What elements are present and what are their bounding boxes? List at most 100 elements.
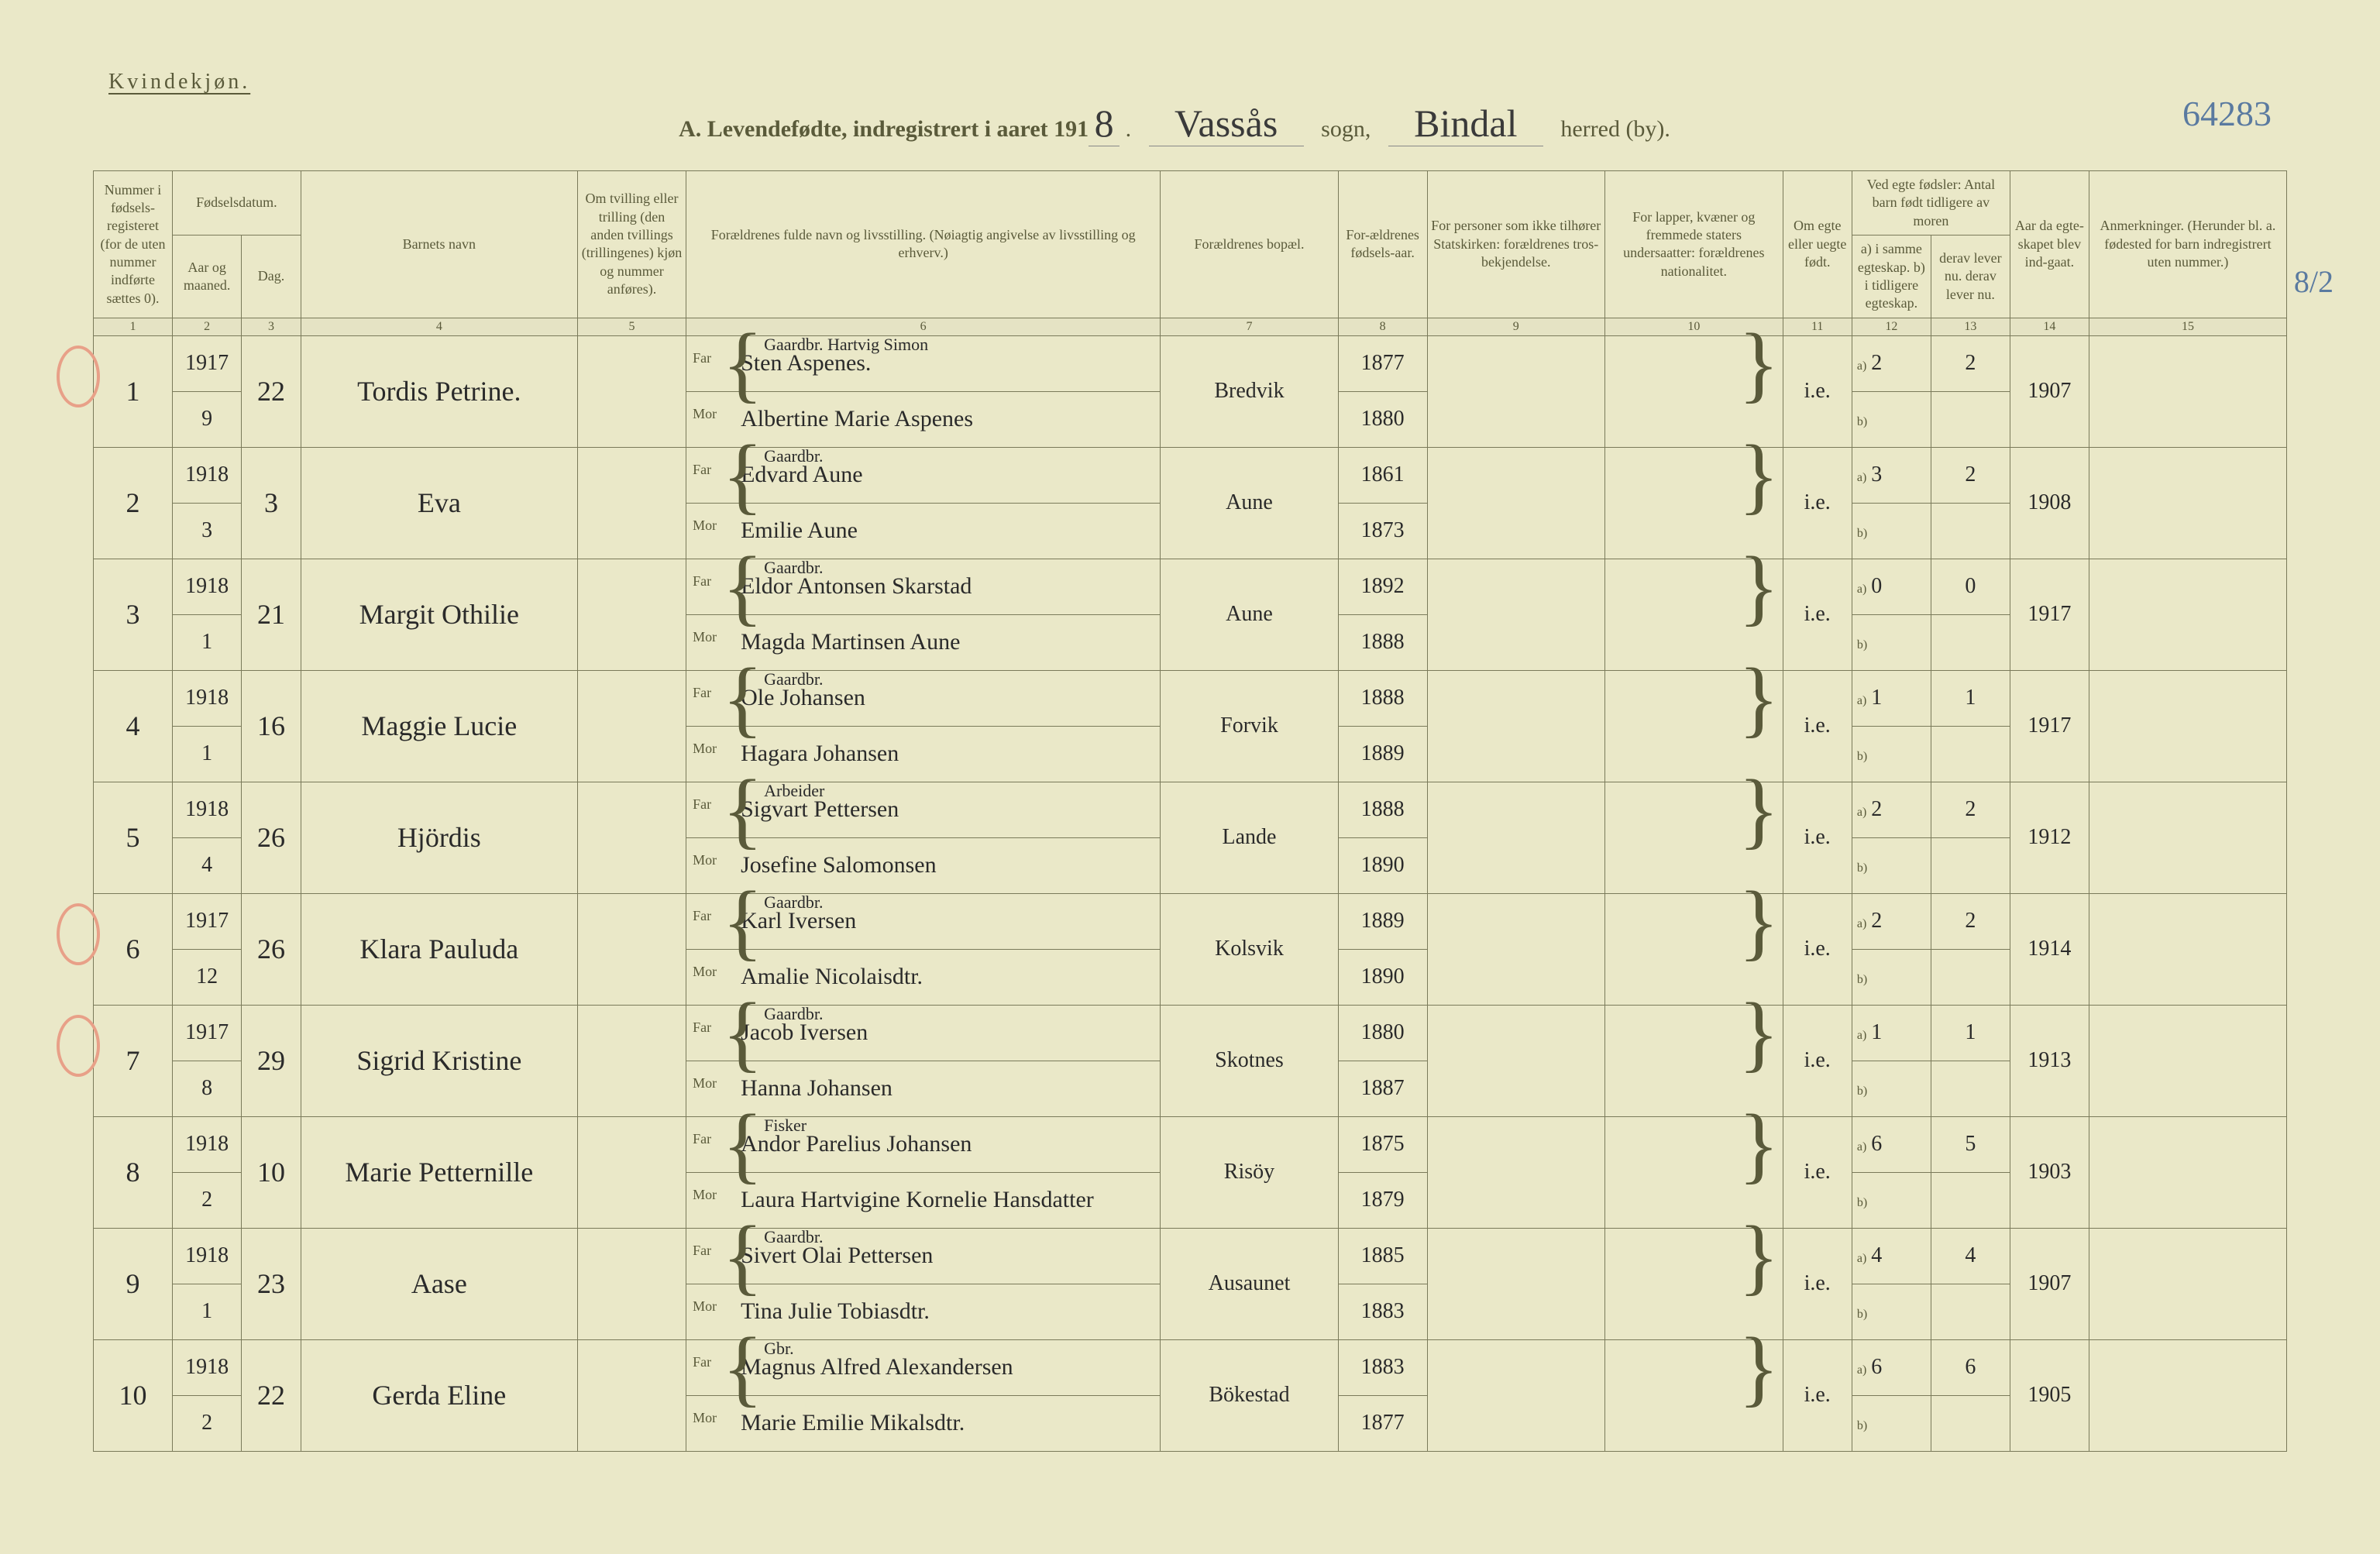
twin-info — [577, 1005, 686, 1116]
marriage-year: 1917 — [2010, 670, 2089, 782]
prior-living-b — [1931, 503, 2010, 559]
birth-month: 9 — [173, 391, 242, 447]
birth-year: 1918 — [173, 447, 242, 503]
prior-living: 2 — [1931, 893, 2010, 949]
column-numbers-row: 1 2 3 4 5 6 7 8 9 10 11 12 13 14 15 — [94, 318, 2287, 335]
brace-icon: } — [1739, 677, 1780, 720]
father-birthyear: 1875 — [1338, 1116, 1427, 1172]
b-label: b) — [1857, 1196, 1867, 1209]
residence: Aune — [1161, 559, 1339, 670]
child-name: Tordis Petrine. — [301, 335, 577, 447]
col-header: Aar da egte-skapet blev ind-gaat. — [2010, 171, 2089, 318]
residence: Aune — [1161, 447, 1339, 559]
nationality: } — [1605, 1339, 1783, 1451]
father-label: Far — [693, 796, 711, 813]
prior-children-b: b) — [1852, 1395, 1931, 1451]
birth-year: 1917 — [173, 893, 242, 949]
mother-birthyear: 1877 — [1338, 1395, 1427, 1451]
legitimate: i.e. — [1783, 893, 1852, 1005]
father-occupation: Gaardbr. Hartvig Simon — [764, 335, 928, 355]
colnum: 1 — [94, 318, 173, 335]
prior-living: 2 — [1931, 447, 2010, 503]
a-label: a) — [1857, 1363, 1866, 1377]
register-page: Kvindekjøn. A. Levendefødte, indregistre… — [46, 31, 2303, 1523]
remarks — [2089, 1339, 2286, 1451]
father-cell: {FarGaardbr. Ole Johansen — [686, 670, 1161, 726]
b-label: b) — [1857, 527, 1867, 540]
legitimate: i.e. — [1783, 559, 1852, 670]
register-table: Nummer i fødsels-registeret (for de uten… — [93, 170, 2287, 1452]
twin-info — [577, 1228, 686, 1339]
prior-children-b: b) — [1852, 726, 1931, 782]
mother-name: Tina Julie Tobiasdtr. — [741, 1298, 930, 1324]
remarks — [2089, 335, 2286, 447]
table-row: 9191823Aase{FarGaardbr. Sivert Olai Pett… — [94, 1228, 2287, 1284]
circle-mark-icon — [57, 346, 100, 407]
mother-birthyear: 1880 — [1338, 391, 1427, 447]
brace-icon: } — [1739, 1012, 1780, 1054]
father-occupation: Gaardbr. — [764, 669, 823, 689]
marriage-year: 1914 — [2010, 893, 2089, 1005]
mother-name: Amalie Nicolaisdtr. — [741, 964, 923, 989]
prior-living-b — [1931, 837, 2010, 893]
entry-number: 9 — [94, 1228, 173, 1339]
b-label: b) — [1857, 861, 1867, 875]
mother-birthyear: 1879 — [1338, 1172, 1427, 1228]
brace-icon: { — [722, 454, 763, 497]
mother-name: Marie Emilie Mikalsdtr. — [741, 1410, 965, 1435]
mother-birthyear: 1890 — [1338, 949, 1427, 1005]
father-occupation: Arbeider — [764, 781, 824, 801]
father-cell: {FarGaardbr. Jacob Iversen — [686, 1005, 1161, 1061]
father-birthyear: 1889 — [1338, 893, 1427, 949]
title-year: 8 — [1089, 101, 1119, 146]
twin-info — [577, 559, 686, 670]
prior-living: 1 — [1931, 1005, 2010, 1061]
child-name: Klara Pauluda — [301, 893, 577, 1005]
twin-info — [577, 893, 686, 1005]
birth-day: 26 — [242, 893, 301, 1005]
prior-children-a: a)6 — [1852, 1116, 1931, 1172]
religion — [1427, 670, 1605, 782]
mother-birthyear: 1890 — [1338, 837, 1427, 893]
mother-label: Mor — [693, 1298, 717, 1315]
col-header: Anmerkninger. (Herunder bl. a. fødested … — [2089, 171, 2286, 318]
twin-info — [577, 335, 686, 447]
mother-label: Mor — [693, 852, 717, 868]
col-header: Forældrenes bopæl. — [1161, 171, 1339, 318]
prior-living-b — [1931, 614, 2010, 670]
entry-number: 4 — [94, 670, 173, 782]
brace-icon: { — [722, 1012, 763, 1054]
father-birthyear: 1888 — [1338, 782, 1427, 837]
remarks — [2089, 1228, 2286, 1339]
residence: Lande — [1161, 782, 1339, 893]
father-label: Far — [693, 908, 711, 924]
father-label: Far — [693, 1243, 711, 1259]
twin-info — [577, 670, 686, 782]
mother-birthyear: 1887 — [1338, 1061, 1427, 1116]
brace-icon: } — [1739, 1123, 1780, 1166]
father-label: Far — [693, 573, 711, 590]
table-row: 6191726Klara Pauluda{FarGaardbr. Karl Iv… — [94, 893, 2287, 949]
prior-children-b: b) — [1852, 614, 1931, 670]
b-label: b) — [1857, 750, 1867, 763]
entry-number: 10 — [94, 1339, 173, 1451]
table-header: Nummer i fødsels-registeret (for de uten… — [94, 171, 2287, 336]
col-header: For lapper, kvæner og fremmede staters u… — [1605, 171, 1783, 318]
mother-cell: Mor Marie Emilie Mikalsdtr. — [686, 1395, 1161, 1451]
circle-mark-icon — [57, 1015, 100, 1077]
prior-children-a: a)3 — [1852, 447, 1931, 503]
prior-living: 5 — [1931, 1116, 2010, 1172]
mother-name: Albertine Marie Aspenes — [741, 406, 973, 431]
brace-icon: { — [722, 1346, 763, 1389]
prior-children-b: b) — [1852, 503, 1931, 559]
a-label: a) — [1857, 583, 1866, 596]
remarks — [2089, 447, 2286, 559]
father-cell: {FarGaardbr. Hartvig Simon Sten Aspenes. — [686, 335, 1161, 391]
prior-living-b — [1931, 1172, 2010, 1228]
birth-day: 23 — [242, 1228, 301, 1339]
remarks — [2089, 1005, 2286, 1116]
residence: Forvik — [1161, 670, 1339, 782]
colnum: 12 — [1852, 318, 1931, 335]
father-label: Far — [693, 685, 711, 701]
col-header: Om tvilling eller trilling (den anden tv… — [577, 171, 686, 318]
